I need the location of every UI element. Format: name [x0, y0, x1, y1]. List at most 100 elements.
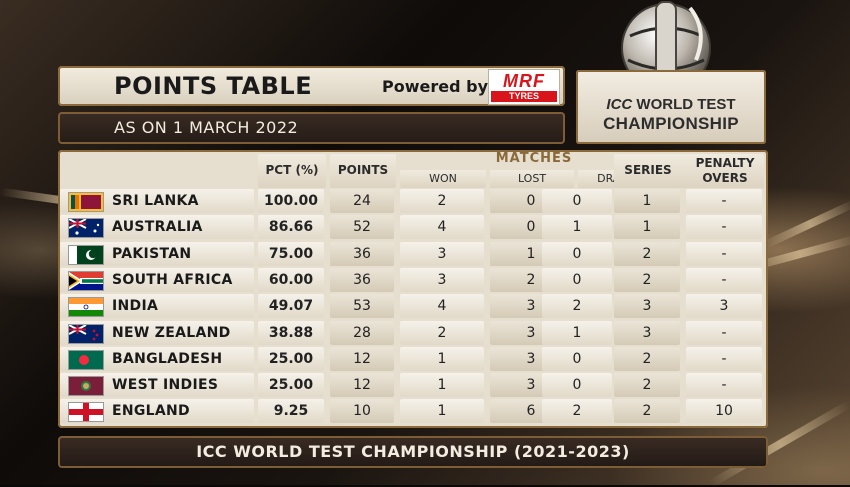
cell-bg — [258, 373, 324, 397]
cell-drawn: 2 — [572, 298, 582, 314]
cell-bg — [614, 189, 680, 213]
tyres-logo-text: TYRES — [491, 91, 557, 102]
cell-bg — [542, 242, 612, 266]
cell-won: 4 — [437, 298, 447, 314]
cell-bg — [400, 294, 484, 318]
icc-logo-line2: CHAMPIONSHIP — [603, 114, 739, 133]
england-flag-icon — [68, 402, 104, 422]
table-row: AUSTRALIA 86.66 52 4 0 1 1 - — [60, 215, 766, 239]
cell-bg — [330, 294, 394, 318]
cell-bg — [686, 321, 762, 345]
team-name: PAKISTAN — [112, 246, 192, 262]
cell-bg — [614, 399, 680, 423]
cell-won: 1 — [437, 377, 447, 393]
cell-series: 1 — [642, 193, 652, 209]
col-header-won: WON — [429, 172, 457, 185]
cell-penalty: - — [721, 219, 727, 235]
table-row: INDIA 49.07 53 4 3 2 3 3 — [60, 294, 766, 318]
cell-bg — [542, 268, 612, 292]
cell-bg — [258, 242, 324, 266]
cell-bg — [258, 399, 324, 423]
cell-bg — [614, 242, 680, 266]
cell-bg — [400, 242, 484, 266]
cell-series: 1 — [642, 219, 652, 235]
team-name: BANGLADESH — [112, 351, 223, 367]
cell-pct: 25.00 — [268, 351, 314, 367]
cell-bg — [400, 268, 484, 292]
cell-penalty: - — [721, 325, 727, 341]
col-header-penalty-line1: PENALTY — [695, 156, 755, 170]
cell-bg — [400, 399, 484, 423]
cell-penalty: - — [721, 351, 727, 367]
table-row: WEST INDIES 25.00 12 1 3 0 2 - — [60, 373, 766, 397]
cell-bg — [330, 347, 394, 371]
cell-lost: 1 — [526, 246, 536, 262]
cell-points: 10 — [353, 403, 371, 419]
cell-bg — [258, 268, 324, 292]
col-header-points: POINTS — [337, 163, 389, 177]
header-cell-bg — [686, 154, 764, 188]
header-cell-bg — [614, 154, 682, 188]
cell-points: 12 — [353, 377, 371, 393]
cell-bg — [542, 321, 612, 345]
as-on-date-bar: AS ON 1 MARCH 2022 — [58, 112, 565, 144]
cell-drawn: 0 — [572, 351, 582, 367]
mrf-tyres-logo: MRF TYRES — [488, 69, 560, 105]
cell-bg — [330, 373, 394, 397]
cell-bg — [258, 215, 324, 239]
cell-points: 53 — [353, 298, 371, 314]
cell-series: 2 — [642, 403, 652, 419]
cell-bg — [400, 373, 484, 397]
cell-bg — [542, 399, 612, 423]
cell-won: 2 — [437, 193, 447, 209]
cell-bg — [258, 294, 324, 318]
cell-bg — [686, 242, 762, 266]
cell-bg — [542, 347, 612, 371]
col-header-series: SERIES — [624, 163, 672, 177]
cell-bg — [400, 347, 484, 371]
cell-series: 3 — [642, 325, 652, 341]
team-name: NEW ZEALAND — [112, 325, 231, 341]
cell-penalty: - — [721, 377, 727, 393]
cell-lost: 0 — [526, 193, 536, 209]
cell-lost: 3 — [526, 325, 536, 341]
cell-bg — [330, 268, 394, 292]
col-header-penalty-line2: OVERS — [702, 171, 748, 185]
cell-bg — [258, 321, 324, 345]
cell-won: 1 — [437, 351, 447, 367]
sri-lanka-flag-icon — [68, 192, 104, 212]
cell-drawn: 1 — [572, 325, 582, 341]
cell-bg — [258, 347, 324, 371]
cell-drawn: 0 — [572, 272, 582, 288]
cell-bg — [330, 321, 394, 345]
india-flag-icon — [68, 297, 104, 317]
footer-bar: ICC WORLD TEST CHAMPIONSHIP (2021-2023) — [58, 436, 768, 468]
cell-bg — [400, 215, 484, 239]
cell-points: 28 — [353, 325, 371, 341]
team-name: AUSTRALIA — [112, 219, 203, 235]
cell-won: 1 — [437, 403, 447, 419]
cell-pct: 38.88 — [268, 325, 314, 341]
header-cell-bg — [400, 170, 486, 188]
cell-penalty: - — [721, 246, 727, 262]
west-indies-flag-icon — [68, 376, 104, 396]
south-africa-flag-icon — [68, 271, 104, 291]
team-name: SRI LANKA — [112, 193, 199, 209]
cell-pct: 49.07 — [268, 298, 314, 314]
footer-title: ICC WORLD TEST CHAMPIONSHIP (2021-2023) — [196, 442, 630, 461]
mrf-logo-text: MRF — [503, 71, 545, 91]
cell-lost: 0 — [526, 219, 536, 235]
cell-pct: 75.00 — [268, 246, 314, 262]
cell-series: 2 — [642, 246, 652, 262]
powered-by-label: Powered by — [382, 77, 488, 96]
team-name: WEST INDIES — [112, 377, 219, 393]
pakistan-flag-icon — [68, 245, 104, 265]
cell-bg — [542, 294, 612, 318]
cell-series: 2 — [642, 351, 652, 367]
cell-bg — [330, 399, 394, 423]
cell-lost: 3 — [526, 298, 536, 314]
cell-bg — [258, 189, 324, 213]
cell-won: 2 — [437, 325, 447, 341]
header-cell-bg — [330, 154, 396, 188]
cell-won: 3 — [437, 246, 447, 262]
